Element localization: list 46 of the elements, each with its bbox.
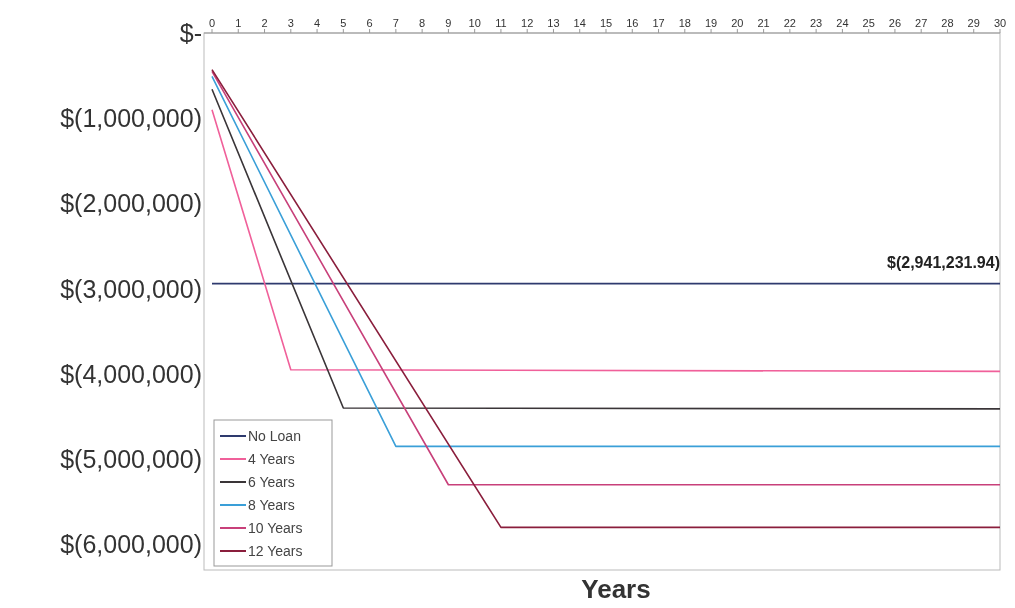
x-tick-label: 15 — [599, 17, 613, 29]
legend-label: 4 Years — [248, 451, 295, 467]
x-tick-label: 23 — [810, 17, 823, 29]
x-tick-label: 2 — [261, 17, 268, 29]
x-tick-label: 0 — [208, 17, 216, 29]
legend-label: 10 Years — [248, 520, 303, 536]
x-tick-label: 28 — [941, 17, 954, 29]
y-tick-label: $(2,000,000) — [60, 189, 202, 218]
x-tick-label: 24 — [836, 17, 849, 29]
legend-label: 6 Years — [248, 474, 295, 490]
x-tick-label: 19 — [704, 17, 718, 29]
x-tick-label: 10 — [468, 17, 481, 29]
x-tick-label: 1 — [235, 17, 242, 29]
x-tick-label: 6 — [366, 17, 373, 29]
annotation: $(2,941,231.94) — [887, 253, 1000, 271]
y-tick-label: $(4,000,000) — [60, 359, 202, 388]
x-tick-label: 4 — [314, 17, 321, 29]
x-tick-label: 20 — [731, 17, 744, 29]
legend-label: No Loan — [248, 428, 301, 444]
x-tick-label: 8 — [419, 17, 426, 29]
x-tick-label: 30 — [993, 17, 1007, 29]
x-tick-label: 5 — [340, 17, 347, 29]
x-tick-label: 17 — [652, 17, 665, 29]
x-tick-label: 18 — [678, 17, 691, 29]
x-tick-label: 16 — [626, 17, 639, 29]
x-tick-label: 12 — [521, 17, 534, 29]
legend-label: 8 Years — [248, 497, 295, 513]
x-tick-label: 11 — [495, 17, 507, 29]
y-tick-label: $(6,000,000) — [60, 530, 202, 559]
x-axis-title: Years — [581, 574, 651, 604]
x-tick-label: 27 — [915, 17, 928, 29]
y-tick-label: $(5,000,000) — [60, 445, 202, 474]
x-tick-label: 26 — [888, 17, 902, 29]
x-tick-label: 7 — [392, 17, 399, 29]
x-tick-label: 21 — [757, 17, 770, 29]
x-tick-label: 29 — [967, 17, 980, 29]
x-tick-label: 22 — [783, 17, 796, 29]
x-tick-label: 25 — [862, 17, 875, 29]
y-tick-label: $- — [179, 19, 202, 47]
x-tick-label: 14 — [573, 17, 586, 29]
legend-label: 12 Years — [248, 543, 303, 559]
x-tick-label: 3 — [287, 17, 294, 29]
y-tick-label: $(1,000,000) — [60, 104, 202, 133]
y-tick-label: $(3,000,000) — [60, 274, 202, 303]
x-tick-label: 13 — [547, 17, 560, 29]
x-tick-label: 9 — [445, 17, 452, 29]
